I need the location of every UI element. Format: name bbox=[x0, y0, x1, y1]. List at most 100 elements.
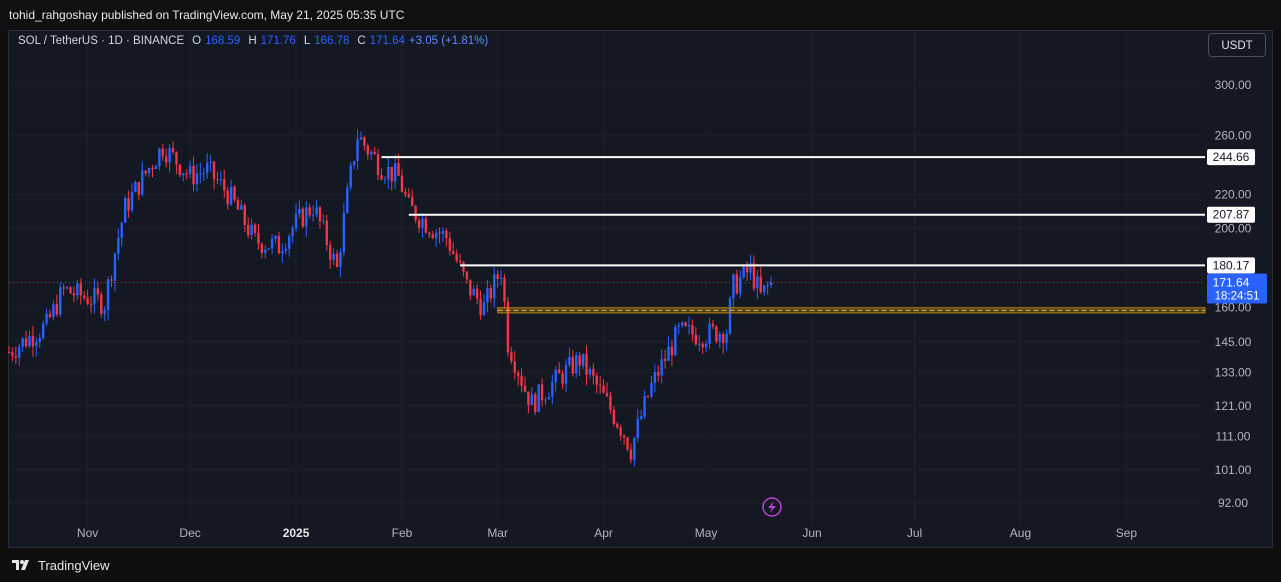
candle-up bbox=[147, 167, 151, 174]
candle-down bbox=[759, 276, 762, 293]
candle-up bbox=[732, 274, 735, 299]
candle-down bbox=[510, 352, 513, 362]
candle-down bbox=[212, 161, 216, 179]
candle-up bbox=[653, 371, 657, 383]
candle-down bbox=[82, 295, 86, 298]
candle-down bbox=[527, 391, 530, 406]
x-tick-label: May bbox=[695, 526, 718, 540]
candle-up bbox=[486, 288, 489, 303]
x-tick-label: Nov bbox=[77, 526, 98, 540]
candle-down bbox=[455, 253, 458, 261]
candle-up bbox=[315, 207, 318, 215]
candle-up bbox=[728, 298, 732, 334]
candle-down bbox=[646, 396, 650, 398]
candle-down bbox=[14, 355, 18, 358]
candle-down bbox=[657, 371, 660, 376]
candle-up bbox=[472, 288, 475, 296]
low-label: L bbox=[303, 35, 311, 47]
tradingview-logo-icon[interactable] bbox=[12, 558, 32, 572]
candle-up bbox=[311, 214, 315, 216]
event-icon[interactable] bbox=[762, 497, 782, 517]
candle-up bbox=[45, 313, 48, 324]
candle-up bbox=[342, 212, 346, 253]
candle-up bbox=[370, 152, 373, 155]
candle-up bbox=[267, 248, 270, 250]
candle-down bbox=[452, 251, 455, 254]
level-label-bg bbox=[1207, 206, 1255, 223]
close-value: 171.64 bbox=[369, 35, 405, 47]
publish-info: tohid_rahgoshay published on TradingView… bbox=[9, 8, 405, 22]
candle-up bbox=[294, 213, 298, 228]
symbol-title: SOL / TetherUS · 1D · BINANCE bbox=[18, 35, 185, 47]
candle-up bbox=[117, 237, 120, 254]
candle-down bbox=[223, 179, 226, 191]
candle-up bbox=[346, 187, 349, 213]
candle-down bbox=[137, 181, 141, 195]
candle-down bbox=[127, 198, 130, 211]
candle-down bbox=[144, 170, 147, 174]
candle-up bbox=[18, 346, 21, 358]
y-tick-label: 220.00 bbox=[1215, 188, 1252, 202]
candle-down bbox=[24, 338, 28, 347]
candle-up bbox=[281, 251, 284, 254]
footer-brand[interactable]: TradingView bbox=[38, 557, 110, 573]
candle-up bbox=[660, 358, 663, 376]
grid-lines bbox=[9, 32, 1205, 526]
candle-down bbox=[691, 325, 694, 335]
candle-down bbox=[363, 137, 366, 146]
candle-up bbox=[708, 323, 711, 344]
candle-up bbox=[588, 368, 592, 375]
candle-down bbox=[376, 154, 380, 176]
level-label: 180.17 bbox=[1213, 258, 1250, 272]
candle-down bbox=[629, 449, 633, 460]
candle-up bbox=[421, 218, 424, 228]
candle-up bbox=[698, 343, 701, 345]
candle-up bbox=[434, 232, 438, 239]
last-price-badge bbox=[1207, 273, 1267, 304]
candle-down bbox=[448, 238, 452, 252]
candle-down bbox=[745, 265, 749, 273]
candle-down bbox=[520, 375, 523, 386]
publish-header: tohid_rahgoshay published on TradingView… bbox=[0, 0, 1281, 30]
y-tick-label: 92.00 bbox=[1218, 496, 1248, 510]
candle-down bbox=[69, 287, 72, 294]
candle-up bbox=[130, 191, 134, 211]
candle-down bbox=[48, 313, 52, 317]
candle-down bbox=[164, 156, 168, 163]
candle-up bbox=[52, 304, 55, 317]
y-tick-label: 101.00 bbox=[1215, 463, 1252, 477]
candle-up bbox=[762, 285, 766, 293]
candle-down bbox=[585, 353, 588, 375]
high-value: 171.76 bbox=[260, 35, 296, 47]
candle-down bbox=[185, 173, 188, 175]
candle-up bbox=[544, 399, 547, 401]
candle-up bbox=[742, 265, 745, 278]
candle-up bbox=[766, 285, 769, 287]
candle-up bbox=[288, 236, 291, 249]
candle-up bbox=[352, 161, 356, 166]
level-label: 207.87 bbox=[1213, 208, 1250, 222]
candle-up bbox=[188, 165, 192, 174]
candle-up bbox=[332, 253, 335, 260]
candle-down bbox=[496, 274, 499, 279]
candle-down bbox=[503, 277, 506, 302]
horizontal-levels bbox=[9, 156, 1206, 314]
candle-up bbox=[704, 343, 708, 348]
countdown-label: 18:24:51 bbox=[1215, 290, 1260, 302]
candle-down bbox=[414, 206, 417, 220]
y-tick-label: 200.00 bbox=[1215, 221, 1252, 235]
candle-down bbox=[226, 190, 229, 205]
currency-button[interactable]: USDT bbox=[1208, 33, 1266, 57]
candle-down bbox=[335, 253, 339, 267]
candle-up bbox=[493, 274, 496, 299]
candle-down bbox=[592, 368, 595, 376]
chart-pane[interactable] bbox=[8, 30, 1273, 548]
candle-down bbox=[475, 288, 479, 299]
candle-down bbox=[561, 373, 564, 384]
candle-down bbox=[602, 385, 605, 393]
candle-up bbox=[769, 282, 773, 286]
candle-up bbox=[123, 198, 127, 223]
candle-down bbox=[397, 163, 400, 176]
